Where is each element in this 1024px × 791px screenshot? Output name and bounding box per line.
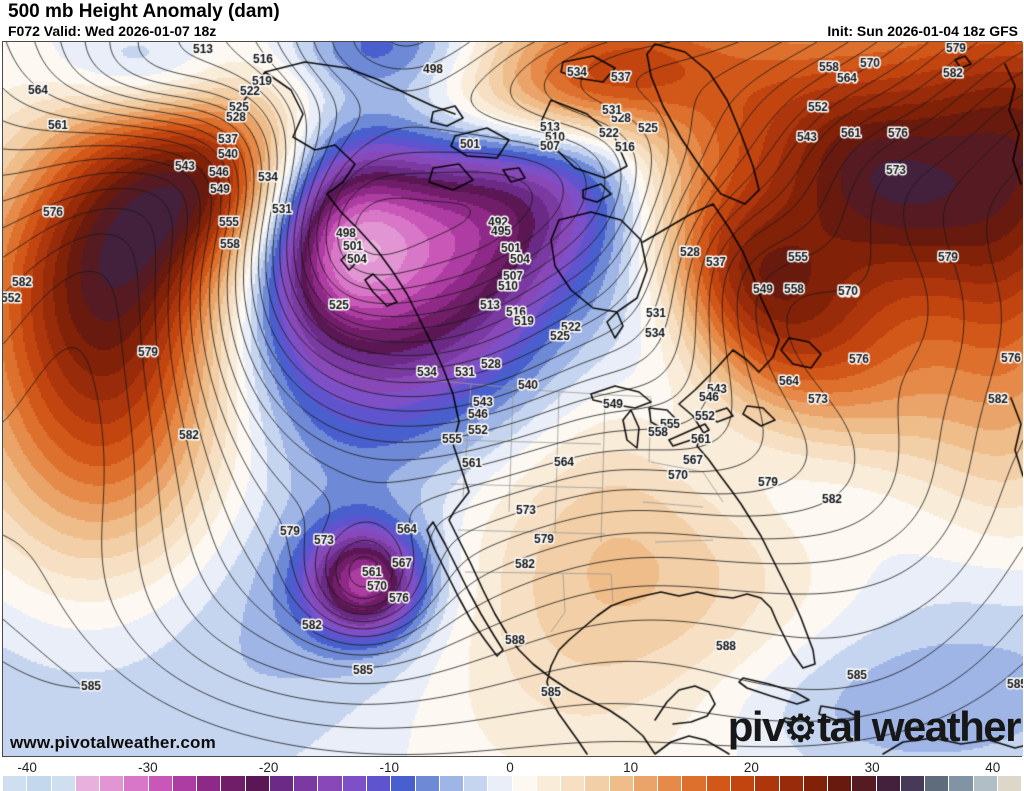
logo-text-tal-weather: tal weather — [817, 703, 1021, 750]
colorbar-swatch — [148, 776, 172, 791]
colorbar-swatch — [997, 776, 1022, 791]
colorbar-swatch — [682, 776, 706, 791]
colorbar-tick: -40 — [17, 760, 37, 775]
colorbar-swatch — [730, 776, 755, 791]
map-frame — [2, 41, 1023, 757]
colorbar-swatch — [852, 776, 876, 791]
colorbar-swatch — [221, 776, 245, 791]
colorbar-swatch — [803, 776, 828, 791]
colorbar-tick: -20 — [258, 760, 279, 775]
pivotal-weather-logo: piv⚙tal weather — [727, 703, 1022, 750]
colorbar-swatch — [3, 776, 27, 791]
colorbar-swatch — [925, 776, 949, 791]
colorbar-swatch — [75, 776, 100, 791]
colorbar — [3, 776, 1022, 791]
colorbar-swatch — [949, 776, 973, 791]
colorbar-tick: 0 — [506, 760, 514, 775]
logo-text-piv: piv — [727, 703, 786, 750]
colorbar-swatch — [536, 776, 561, 791]
colorbar-swatch — [585, 776, 609, 791]
colorbar-tick: 20 — [743, 760, 759, 775]
watermark-url: www.pivotalweather.com — [10, 733, 216, 752]
colorbar-swatch — [172, 776, 197, 791]
colorbar-swatch — [464, 776, 488, 791]
colorbar-swatch — [391, 776, 415, 791]
colorbar-swatch — [488, 776, 512, 791]
model-init-time: Init: Sun 2026-01-04 18z GFS — [827, 23, 1018, 39]
colorbar-swatch — [755, 776, 779, 791]
colorbar-swatch — [51, 776, 75, 791]
colorbar-swatch — [342, 776, 366, 791]
colorbar-swatch — [27, 776, 51, 791]
colorbar-swatch — [900, 776, 925, 791]
colorbar-swatch — [124, 776, 148, 791]
colorbar-swatch — [706, 776, 730, 791]
colorbar-swatch — [658, 776, 682, 791]
colorbar-swatch — [512, 776, 536, 791]
forecast-valid-time: F072 Valid: Wed 2026-01-07 18z — [8, 23, 217, 39]
colorbar-swatch — [439, 776, 464, 791]
colorbar-swatch — [633, 776, 658, 791]
colorbar-swatch — [294, 776, 318, 791]
colorbar-tick: -30 — [138, 760, 158, 775]
colorbar-swatch — [561, 776, 585, 791]
colorbar-swatch — [100, 776, 124, 791]
colorbar-swatch — [318, 776, 342, 791]
colorbar-swatch — [828, 776, 852, 791]
colorbar-swatch — [269, 776, 294, 791]
colorbar-tick: 30 — [864, 760, 880, 775]
colorbar-swatch — [609, 776, 633, 791]
colorbar-tick: -10 — [379, 760, 400, 775]
colorbar-swatch — [197, 776, 221, 791]
colorbar-swatch — [245, 776, 269, 791]
gear-icon: ⚙ — [783, 708, 818, 749]
colorbar-swatch — [415, 776, 439, 791]
page-title: 500 mb Height Anomaly (dam) — [8, 1, 280, 22]
colorbar-swatch — [366, 776, 391, 791]
colorbar-swatch — [779, 776, 803, 791]
colorbar-tick: 10 — [623, 760, 639, 775]
colorbar-tick-labels: -40 -30 -20 -10 0 10 20 30 40 — [0, 760, 1024, 775]
colorbar-tick: 40 — [985, 760, 1001, 775]
colorbar-swatch — [973, 776, 997, 791]
anomaly-map-canvas — [3, 42, 1023, 756]
colorbar-swatch — [876, 776, 900, 791]
